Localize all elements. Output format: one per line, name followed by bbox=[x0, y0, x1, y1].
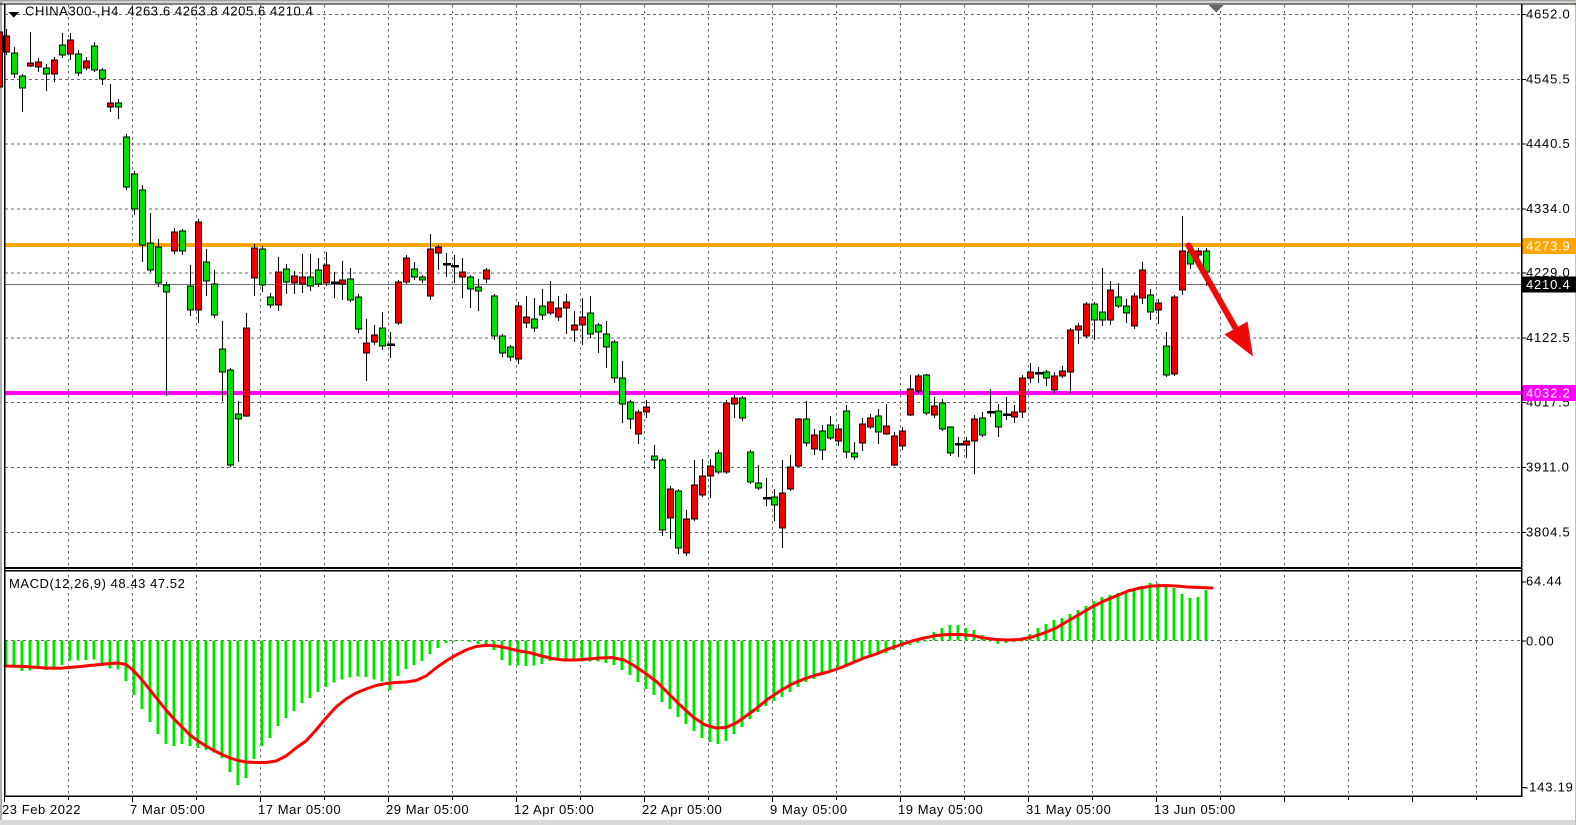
svg-text:3804.5: 3804.5 bbox=[1526, 525, 1571, 540]
svg-text:4652.0: 4652.0 bbox=[1526, 7, 1571, 22]
svg-text:-143.19: -143.19 bbox=[1524, 780, 1574, 795]
svg-text:4229.0: 4229.0 bbox=[1526, 265, 1571, 280]
svg-text:4334.0: 4334.0 bbox=[1526, 201, 1571, 216]
svg-text:13 Jun 05:00: 13 Jun 05:00 bbox=[1154, 802, 1236, 817]
svg-text:9 May 05:00: 9 May 05:00 bbox=[770, 802, 848, 817]
svg-text:29 Mar 05:00: 29 Mar 05:00 bbox=[386, 802, 469, 817]
svg-text:4210.4: 4210.4 bbox=[1526, 277, 1571, 292]
svg-text:64.44: 64.44 bbox=[1526, 574, 1563, 589]
svg-text:19 May 05:00: 19 May 05:00 bbox=[898, 802, 983, 817]
svg-text:CHINA300-,H4 4263.6 4263.8 42: CHINA300-,H4 4263.6 4263.8 4205.6 4210.4 bbox=[25, 4, 313, 19]
svg-text:23 Feb 2022: 23 Feb 2022 bbox=[2, 802, 81, 817]
svg-text:MACD(12,26,9) 48.43 47.52: MACD(12,26,9) 48.43 47.52 bbox=[9, 576, 185, 591]
svg-text:12 Apr 05:00: 12 Apr 05:00 bbox=[514, 802, 594, 817]
svg-text:7 Mar 05:00: 7 Mar 05:00 bbox=[130, 802, 205, 817]
svg-text:17 Mar 05:00: 17 Mar 05:00 bbox=[258, 802, 341, 817]
svg-text:4440.5: 4440.5 bbox=[1526, 136, 1571, 151]
svg-text:4545.5: 4545.5 bbox=[1526, 72, 1571, 87]
svg-text:22 Apr 05:00: 22 Apr 05:00 bbox=[642, 802, 722, 817]
svg-text:4273.9: 4273.9 bbox=[1526, 239, 1571, 254]
svg-text:31 May 05:00: 31 May 05:00 bbox=[1026, 802, 1111, 817]
svg-text:0.00: 0.00 bbox=[1526, 634, 1555, 649]
svg-text:4122.5: 4122.5 bbox=[1526, 330, 1571, 345]
svg-text:4032.2: 4032.2 bbox=[1526, 386, 1571, 401]
svg-text:3911.0: 3911.0 bbox=[1526, 460, 1570, 475]
